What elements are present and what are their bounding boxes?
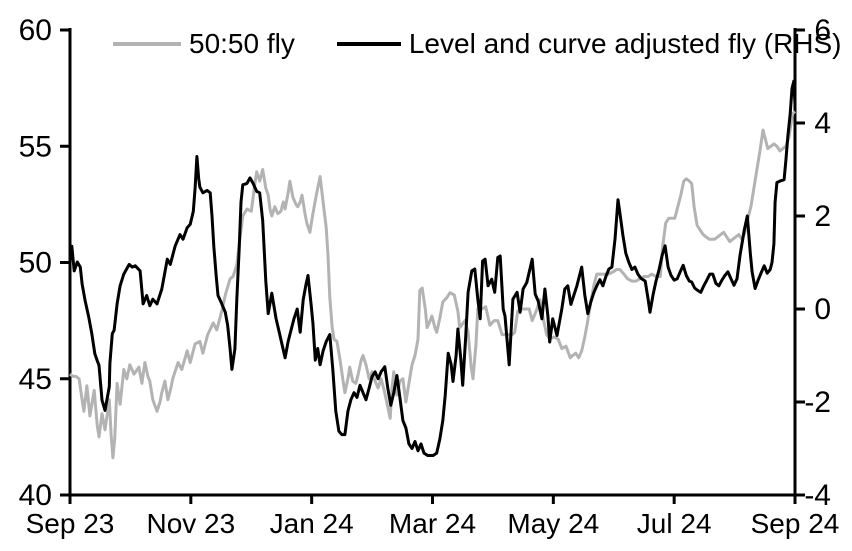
x-axis-tick-label: Nov 23 (146, 508, 235, 539)
legend-line-swatch-level-curve-adjusted-fly (336, 42, 401, 46)
x-axis-tick-label: Mar 24 (389, 508, 476, 539)
x-axis-tick-label: May 24 (507, 508, 599, 539)
left-axis-tick-label: 40 (19, 479, 52, 512)
legend-item-level-curve-adjusted-fly: Level and curve adjusted fly (RHS) (336, 28, 842, 60)
x-axis-tick-label: Jul 24 (637, 508, 712, 539)
series-level-curve-adjusted-fly-line (68, 79, 797, 457)
legend-label-5050-fly: 50:50 fly (189, 28, 295, 59)
left-axis-tick-label: 45 (19, 363, 52, 396)
right-axis-tick-label: 2 (814, 200, 831, 233)
legend-item-5050-fly: 50:50 fly (113, 28, 295, 60)
right-axis-tick-label: 0 (814, 293, 831, 326)
legend-label-level-curve-adjusted-fly: Level and curve adjusted fly (RHS) (408, 28, 842, 59)
legend-line-swatch-5050-fly (113, 42, 181, 46)
left-axis-tick-label: 60 (19, 14, 52, 47)
x-axis-tick-label: Sep 24 (751, 508, 840, 539)
x-axis-tick-label: Jan 24 (270, 508, 354, 539)
right-axis-tick-label: -4 (804, 479, 831, 512)
right-axis-tick-label: -2 (804, 386, 831, 419)
x-axis-tick-label: Sep 23 (26, 508, 115, 539)
right-axis-tick-label: 6 (814, 14, 831, 47)
legend: 50:50 fly Level and curve adjusted fly (… (113, 28, 842, 60)
series-5050-fly-line (69, 110, 797, 460)
left-axis-tick-label: 50 (19, 247, 52, 280)
left-axis-tick-label: 55 (19, 130, 52, 163)
right-axis-tick-label: 4 (814, 107, 831, 140)
